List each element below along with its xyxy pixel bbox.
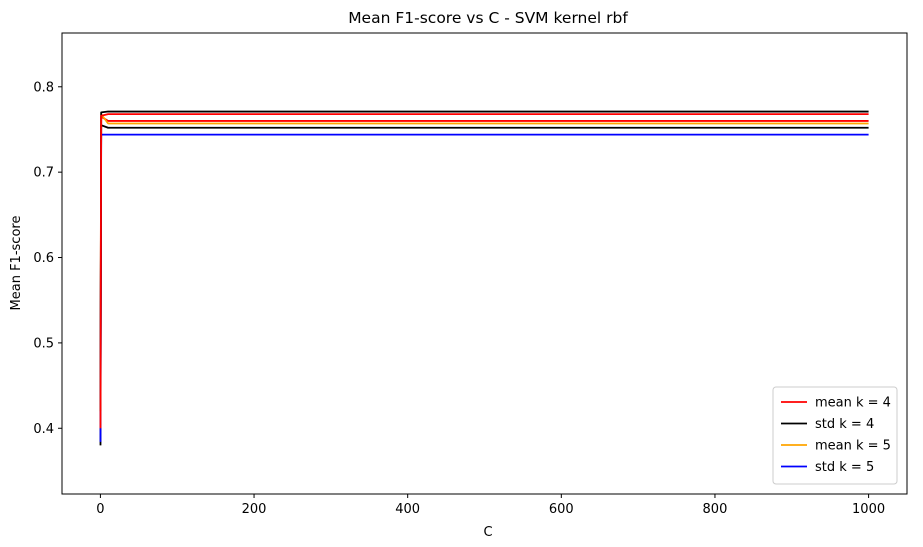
- y-axis: 0.4 0.5 0.6 0.7 0.8: [33, 80, 62, 437]
- y-axis-label: Mean F1-score: [9, 216, 24, 311]
- plot-frame: [61, 32, 908, 495]
- x-tick-label: 200: [242, 502, 267, 517]
- x-tick-label: 600: [549, 502, 574, 517]
- y-tick-label: 0.7: [33, 166, 54, 181]
- x-tick-label: 1000: [852, 502, 885, 517]
- legend-box: [772, 386, 898, 485]
- series-line-5: [99, 113, 869, 429]
- chart-title: Mean F1-score vs C - SVM kernel rbf: [348, 9, 628, 27]
- y-tick-label: 0.5: [33, 336, 54, 351]
- y-tick-label: 0.4: [33, 422, 54, 437]
- x-tick-label: 800: [703, 502, 728, 517]
- x-tick-label: 0: [96, 502, 104, 517]
- x-axis-label: C: [483, 525, 492, 540]
- legend: mean k = 4 std k = 4 mean k = 5 std k = 5: [772, 386, 898, 485]
- series-layer: [99, 110, 869, 446]
- legend-label: std k = 5: [815, 460, 874, 475]
- legend-label: std k = 4: [815, 417, 874, 432]
- x-tick-label: 400: [395, 502, 420, 517]
- y-tick-label: 0.8: [33, 80, 54, 95]
- legend-label: mean k = 4: [815, 396, 891, 411]
- x-axis: 0 200 400 600 800 1000: [96, 494, 885, 517]
- legend-label: mean k = 5: [815, 439, 891, 454]
- y-tick-label: 0.6: [33, 251, 54, 266]
